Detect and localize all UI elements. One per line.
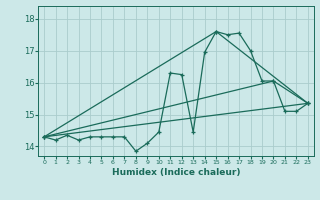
X-axis label: Humidex (Indice chaleur): Humidex (Indice chaleur) bbox=[112, 168, 240, 177]
